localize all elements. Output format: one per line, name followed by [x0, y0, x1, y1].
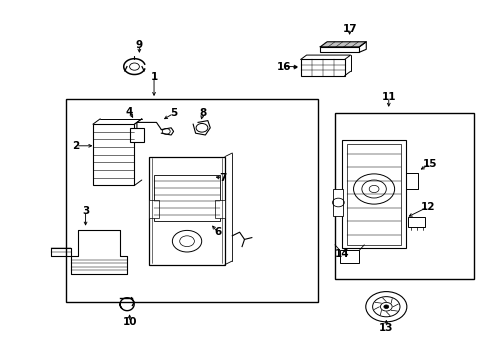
Bar [333, 189, 343, 216]
Bar [149, 200, 159, 218]
Bar [93, 124, 134, 185]
Bar [407, 217, 425, 227]
Text: 3: 3 [82, 206, 89, 216]
Text: 11: 11 [381, 92, 395, 102]
Text: 4: 4 [125, 107, 133, 117]
Text: 7: 7 [218, 173, 226, 183]
Bar [320, 47, 359, 52]
Text: 5: 5 [170, 108, 177, 118]
Text: 14: 14 [334, 249, 349, 259]
Bar [339, 250, 359, 263]
Bar [149, 157, 224, 265]
Text: 9: 9 [136, 40, 142, 50]
Text: 6: 6 [214, 227, 221, 237]
Text: 2: 2 [72, 141, 79, 151]
Bar [334, 113, 473, 279]
Bar [154, 175, 220, 221]
Bar [66, 99, 317, 302]
Bar [129, 128, 144, 142]
Text: 13: 13 [378, 323, 393, 333]
Bar [342, 140, 405, 248]
Text: 10: 10 [122, 317, 137, 327]
Bar [300, 59, 344, 76]
Text: 1: 1 [150, 72, 157, 82]
Circle shape [383, 305, 388, 309]
Text: 15: 15 [422, 159, 437, 169]
Text: 12: 12 [420, 202, 434, 212]
Bar [346, 144, 400, 245]
Bar [215, 200, 224, 218]
Text: 16: 16 [276, 62, 290, 72]
Text: 17: 17 [342, 24, 356, 34]
Text: 8: 8 [199, 108, 206, 118]
